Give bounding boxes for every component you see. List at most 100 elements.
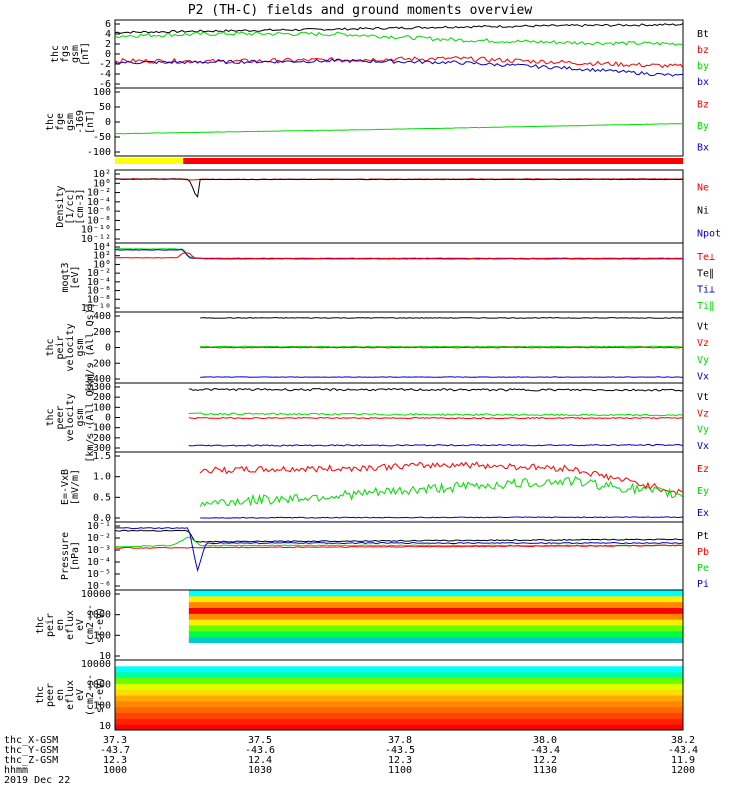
- y-tick-label: 2: [105, 39, 111, 50]
- y-tick-label: 200: [93, 392, 111, 403]
- footer-value: 1030: [248, 765, 272, 776]
- y-tick-label: 10⁻³: [87, 545, 111, 556]
- y-tick-label: 10⁻⁶: [87, 581, 111, 592]
- legend-entry: Te⊥: [697, 252, 715, 263]
- spectrogram-band: [188, 630, 683, 638]
- footer-date: 2019 Dec 22: [4, 775, 70, 786]
- y-axis-label-line: E=-VxB: [60, 469, 71, 505]
- y-tick-label: 0: [105, 49, 111, 60]
- footer-value: 12.3: [103, 755, 127, 766]
- panel-frame: [114, 521, 684, 591]
- footer-value: 1000: [103, 765, 127, 776]
- series-line-bt: [115, 23, 683, 34]
- y-axis-label-line: [nT]: [80, 42, 91, 66]
- spectrogram-band: [188, 601, 683, 608]
- y-axis-label-line: fge: [55, 113, 66, 131]
- y-axis-label: thcpeerenefluxeV(cm2-s-sr-eV): [35, 674, 106, 716]
- legend-entry: Ti⊥: [697, 285, 715, 296]
- y-axis-label-line: [nPa]: [70, 541, 81, 571]
- y-tick-label: -6: [99, 79, 111, 90]
- legend-entry: Ex: [697, 508, 709, 519]
- footer-row-label: hhmm: [4, 765, 28, 776]
- legend-entry: Pt: [697, 531, 709, 542]
- y-axis-label-line: peer: [45, 683, 56, 707]
- y-axis-label-line: peer: [55, 405, 66, 429]
- series-line-vz: [200, 346, 683, 349]
- y-tick-label: 10⁰: [93, 178, 111, 189]
- series-line-vt: [188, 387, 683, 392]
- series-line-vx: [200, 376, 683, 378]
- panel-9: 10⁻¹10⁻²10⁻³10⁻⁴10⁻⁵10⁻⁶ Pressure[nPa] Pt P…: [60, 521, 709, 592]
- y-axis-label-line: en: [55, 619, 66, 631]
- y-tick-label: 0: [105, 117, 111, 128]
- legend-entry: bz: [697, 45, 709, 56]
- footer-value: 38.0: [533, 735, 557, 746]
- panel-10: 10000 1000 100 10 thcpeirenefluxeV(cm2-s-sr-…: [35, 589, 684, 662]
- footer-value: 37.3: [103, 735, 127, 746]
- footer-value: 37.5: [248, 735, 272, 746]
- y-axis-label-line: thc: [35, 616, 46, 634]
- series-line-by: [115, 31, 683, 46]
- panel-2: 100 50 0 -50 -100 thcfgegsm-169[nT] Bz By Bx: [45, 87, 709, 158]
- y-tick-label: 10: [99, 721, 111, 732]
- y-tick-label: 10⁻²: [87, 533, 111, 544]
- y-axis-label-line: fgs: [60, 45, 71, 63]
- y-tick-label: 400: [93, 311, 111, 322]
- footer-value: 38.2: [671, 735, 695, 746]
- legend-entry: Vy: [697, 355, 709, 366]
- footer-row-label: thc_X-GSM: [4, 735, 58, 746]
- y-tick-label: -4: [99, 69, 111, 80]
- mode-bar-segment: [183, 158, 683, 164]
- legend-entry: Ey: [697, 486, 709, 497]
- y-tick-label: 10⁻⁴: [87, 197, 111, 208]
- series-line-ti: [115, 248, 683, 260]
- legend-entry: Ti∥: [697, 301, 714, 312]
- footer-value: 1100: [388, 765, 412, 776]
- spectrogram-band: [188, 613, 683, 620]
- series-line-bz: [115, 56, 683, 69]
- series-line-vy: [188, 412, 683, 417]
- y-axis-label: thcfgsgsm[nT]: [50, 42, 91, 66]
- y-axis-label-line: velocity: [65, 323, 76, 371]
- footer-value: 12.4: [248, 755, 272, 766]
- y-tick-label: 0.5: [93, 492, 111, 503]
- panel-4: 10²10⁰10⁻²10⁻⁴10⁻⁶10⁻⁸10⁻¹⁰10⁻¹²Density[…: [55, 169, 721, 245]
- y-tick-label: 4: [105, 29, 111, 40]
- y-axis-label-line: [nT]: [85, 110, 96, 134]
- y-axis-label-line: (cm2-s-: [85, 604, 96, 646]
- y-tick-label: -50: [93, 132, 111, 143]
- spectrogram-band: [188, 625, 683, 632]
- y-tick-label: 6: [105, 19, 111, 30]
- y-axis-label-line: eflux: [65, 610, 76, 640]
- y-tick-label: 10⁻¹: [87, 521, 111, 532]
- spectrogram-band: [115, 718, 683, 725]
- y-axis-label: thcpeirenefluxeV(cm2-s-sr-eV): [35, 604, 106, 646]
- y-tick-label: 10⁻²: [87, 268, 111, 279]
- y-axis-label-line: Density: [55, 185, 66, 227]
- y-tick-label: 10⁻⁶: [87, 206, 111, 217]
- y-tick-label: 200: [93, 327, 111, 338]
- y-tick-label: 10⁻⁴: [87, 277, 111, 288]
- footer-value: 1130: [533, 765, 557, 776]
- y-axis-label-line: eflux: [65, 680, 76, 710]
- spectrogram-band: [188, 619, 683, 626]
- legend-entry: Te∥: [697, 268, 714, 279]
- y-tick-label: 10²: [93, 251, 111, 262]
- series-line-ey: [199, 475, 683, 507]
- spectrogram-band: [188, 590, 683, 597]
- y-tick-label: 10000: [81, 659, 111, 670]
- spectrogram-band: [115, 689, 683, 696]
- y-axis-label: moqt3[eV]: [60, 262, 81, 292]
- panel-11: 10000 1000 100 10 thcpeerenefluxeV(cm2-s-sr-…: [35, 659, 684, 732]
- legend-entry: Bt: [697, 29, 709, 40]
- spectrogram-band: [115, 712, 683, 719]
- y-tick-label: 10⁻⁸: [87, 294, 111, 305]
- spectrogram-band: [115, 677, 683, 684]
- y-axis-label-line: (cm2-s-: [85, 674, 96, 716]
- y-axis-label-line: thc: [45, 408, 56, 426]
- legend-entry: Pe: [697, 563, 709, 574]
- y-axis-label-line: eV: [75, 689, 86, 701]
- spectrogram-band: [188, 654, 683, 661]
- y-axis-label-line: en: [55, 689, 66, 701]
